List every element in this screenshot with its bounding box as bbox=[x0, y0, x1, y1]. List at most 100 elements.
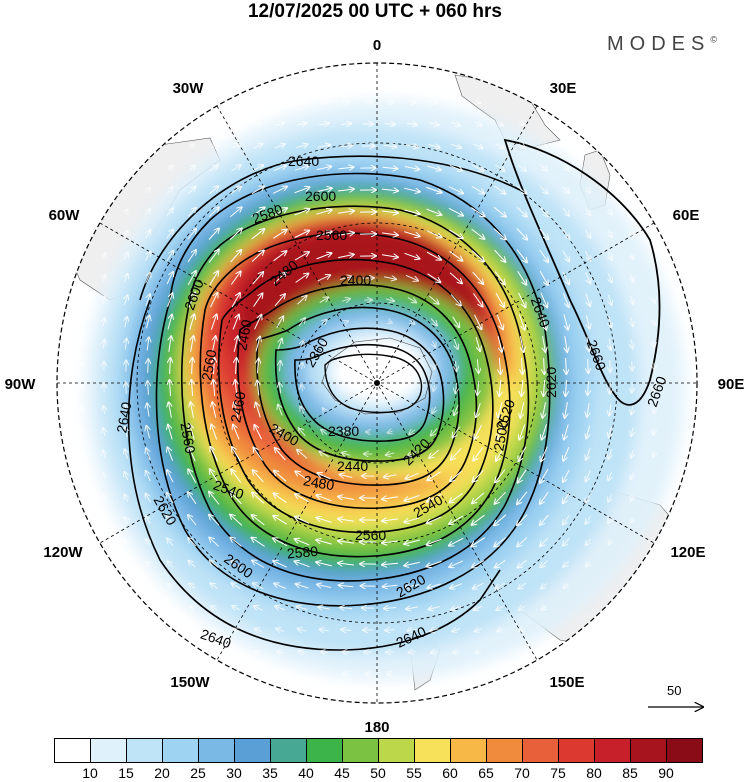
wind-vector bbox=[146, 562, 150, 567]
wind-vector bbox=[188, 492, 197, 505]
wind-vector bbox=[298, 318, 305, 327]
wind-vector bbox=[233, 425, 240, 440]
wind-vector bbox=[294, 209, 310, 216]
wind-vector bbox=[654, 406, 655, 414]
wind-vector bbox=[208, 207, 219, 217]
wind-vector bbox=[540, 491, 549, 504]
wind-vector bbox=[562, 186, 569, 193]
wind-vector bbox=[167, 493, 174, 504]
wind-vector bbox=[341, 299, 350, 302]
wind-vector bbox=[81, 451, 83, 457]
map-boundary bbox=[56, 62, 698, 704]
wind-vector bbox=[272, 187, 287, 194]
wind-vector bbox=[430, 101, 438, 103]
contour-label: 2500 bbox=[490, 418, 511, 452]
wind-vector bbox=[472, 560, 485, 568]
map-disk: 2640 2640 2640 2640 2640 2660 2660 2620 … bbox=[57, 63, 697, 703]
wind-vector bbox=[321, 80, 327, 81]
wind-vector bbox=[339, 145, 353, 146]
wind-vector bbox=[409, 80, 415, 81]
wind-vector bbox=[404, 167, 419, 170]
wind-vector bbox=[251, 251, 264, 262]
colorbar-label: 40 bbox=[298, 765, 314, 781]
wind-vector bbox=[540, 164, 547, 170]
wind-vector bbox=[382, 233, 398, 235]
colorbar-cell bbox=[378, 738, 415, 763]
wind-vector bbox=[124, 274, 127, 283]
wind-vector bbox=[340, 607, 353, 608]
wind-vector bbox=[608, 540, 611, 545]
wind-vector bbox=[404, 494, 420, 500]
wind-vector bbox=[449, 250, 463, 260]
wind-vector bbox=[273, 165, 286, 172]
wind-vector bbox=[540, 514, 549, 525]
wind-vector bbox=[276, 426, 285, 438]
wind-vector bbox=[230, 250, 242, 263]
wind-vector bbox=[210, 144, 217, 148]
wind-vector bbox=[520, 402, 525, 418]
wind-vector bbox=[323, 342, 325, 345]
wind-vector bbox=[301, 385, 302, 392]
wind-vector bbox=[542, 402, 545, 418]
wind-vector bbox=[496, 606, 505, 610]
wind-vector bbox=[427, 538, 442, 545]
wind-vector bbox=[564, 166, 569, 171]
wind-vector bbox=[297, 123, 306, 125]
wind-vector bbox=[404, 209, 419, 214]
wind-vector bbox=[382, 563, 399, 565]
colorbar-label: 85 bbox=[622, 765, 638, 781]
wind-vector bbox=[296, 144, 307, 147]
wind-vector bbox=[518, 582, 527, 589]
wind-vector bbox=[517, 271, 527, 284]
colorbar-label: 75 bbox=[550, 765, 566, 781]
wind-vector bbox=[427, 471, 441, 481]
wind-vector bbox=[429, 123, 438, 125]
wind-vector bbox=[565, 402, 568, 418]
wind-vector bbox=[103, 406, 104, 415]
wind-vector bbox=[191, 380, 192, 397]
wind-vector bbox=[404, 517, 420, 522]
wind-vector bbox=[316, 540, 332, 545]
wind-vector bbox=[497, 424, 504, 440]
wind-vector bbox=[210, 561, 219, 568]
wind-vector bbox=[302, 363, 303, 370]
wind-vector bbox=[497, 336, 502, 352]
south-pole-marker bbox=[374, 380, 380, 386]
wind-vector bbox=[427, 516, 442, 523]
wind-vector bbox=[409, 430, 416, 434]
wind-vector bbox=[230, 186, 241, 195]
wind-vector bbox=[608, 273, 612, 283]
wind-vector bbox=[474, 122, 481, 125]
wind-vector bbox=[166, 251, 173, 262]
colorbar-cell bbox=[270, 738, 307, 763]
wind-vector bbox=[342, 453, 351, 456]
wind-vector bbox=[540, 468, 549, 483]
wind-vector bbox=[170, 380, 171, 397]
wind-vector bbox=[408, 101, 416, 102]
wind-vector bbox=[276, 316, 284, 328]
wind-vector bbox=[586, 470, 591, 482]
wind-vector bbox=[475, 651, 480, 653]
wind-vector bbox=[608, 230, 612, 237]
wind-vector bbox=[586, 447, 591, 460]
wind-vector bbox=[294, 252, 309, 261]
wind-vector bbox=[518, 560, 527, 567]
lon-label-180: 180 bbox=[364, 719, 389, 736]
wind-vector bbox=[454, 338, 458, 349]
contour-label: 2400 bbox=[340, 272, 371, 288]
wind-vector bbox=[257, 359, 258, 374]
wind-vector bbox=[146, 516, 151, 524]
wind-vector bbox=[294, 187, 310, 194]
wind-vector bbox=[431, 651, 438, 653]
wind-vector bbox=[426, 251, 441, 260]
wind-vector bbox=[257, 381, 259, 396]
wind-vector bbox=[473, 144, 482, 148]
contour-label: 2480 bbox=[302, 472, 336, 493]
wind-vector bbox=[252, 493, 265, 504]
lon-label-60e: 60E bbox=[673, 207, 700, 224]
wind-vector bbox=[562, 207, 569, 216]
wind-vector bbox=[475, 101, 480, 103]
wind-vectors bbox=[81, 80, 655, 675]
wind-vector bbox=[494, 249, 506, 262]
wind-vector bbox=[103, 275, 105, 282]
